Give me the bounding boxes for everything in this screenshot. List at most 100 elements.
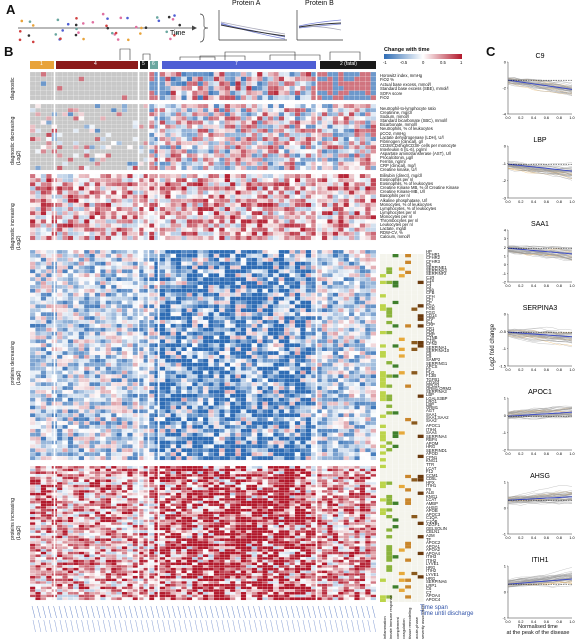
heatmap-cell bbox=[273, 351, 279, 356]
heatmap-cell bbox=[35, 281, 41, 286]
heatmap-cell bbox=[284, 389, 290, 395]
heatmap-cell bbox=[278, 85, 285, 91]
heatmap-cell bbox=[278, 378, 285, 383]
heatmap-cell bbox=[229, 339, 236, 344]
heatmap-cell bbox=[343, 362, 350, 367]
heatmap-cell bbox=[105, 173, 112, 179]
heatmap-cell bbox=[332, 253, 339, 258]
heatmap-cell bbox=[83, 165, 90, 171]
heatmap-cell bbox=[300, 120, 306, 125]
heatmap-cell bbox=[170, 292, 177, 297]
heatmap-cell bbox=[111, 165, 117, 171]
heatmap-cell bbox=[56, 358, 63, 363]
heatmap-cell bbox=[267, 120, 274, 125]
heatmap-cell bbox=[343, 358, 350, 363]
heatmap-cell bbox=[56, 269, 63, 274]
heatmap-cell bbox=[83, 284, 90, 290]
heatmap-cell bbox=[327, 347, 333, 352]
heatmap-cell bbox=[192, 261, 198, 266]
heatmap-cell bbox=[100, 389, 106, 395]
heatmap-cell bbox=[343, 378, 350, 383]
heatmap-cell bbox=[67, 227, 74, 232]
heatmap-cell bbox=[246, 120, 252, 125]
heatmap-cell bbox=[73, 288, 79, 293]
heatmap-cell bbox=[256, 323, 263, 328]
heatmap-cell bbox=[56, 165, 63, 171]
heatmap-cell bbox=[256, 327, 263, 332]
heatmap-cell bbox=[159, 165, 166, 171]
heatmap-cell bbox=[354, 85, 360, 91]
heatmap-cell bbox=[202, 300, 209, 305]
heatmap-cell bbox=[89, 370, 96, 375]
heatmap-cell bbox=[35, 323, 41, 328]
heatmap-cell bbox=[121, 211, 128, 216]
heatmap-cell bbox=[35, 296, 41, 301]
heatmap-cell bbox=[278, 161, 285, 166]
heatmap-cell bbox=[354, 288, 360, 293]
heatmap-cell bbox=[56, 116, 63, 121]
heatmap-cell bbox=[83, 382, 90, 387]
heatmap-cell bbox=[73, 378, 79, 383]
heatmap-cell bbox=[35, 284, 41, 290]
heatmap-cell bbox=[100, 331, 106, 336]
heatmap-cell bbox=[30, 292, 36, 297]
heatmap-cell bbox=[46, 103, 52, 109]
heatmap-cell bbox=[219, 202, 225, 208]
heatmap-cell bbox=[83, 269, 90, 274]
heatmap-cell bbox=[46, 249, 52, 255]
heatmap-cell bbox=[175, 288, 182, 293]
heatmap-cell bbox=[343, 186, 350, 191]
heatmap-cell bbox=[370, 296, 376, 301]
heatmap-cell bbox=[132, 316, 139, 321]
heatmap-cell bbox=[78, 120, 85, 125]
heatmap-cell bbox=[370, 277, 376, 282]
heatmap-cell bbox=[186, 112, 193, 117]
heatmap-cell bbox=[229, 284, 236, 290]
heatmap-cell bbox=[40, 300, 47, 305]
heatmap-cell bbox=[305, 358, 312, 363]
heatmap-cell bbox=[111, 161, 117, 166]
heatmap-cell bbox=[40, 378, 47, 383]
heatmap-cell bbox=[197, 362, 204, 367]
heatmap-cell bbox=[370, 219, 376, 224]
heatmap-cell bbox=[197, 161, 204, 166]
heatmap-cell bbox=[62, 347, 68, 352]
heatmap-cell bbox=[100, 141, 106, 146]
heatmap-cell bbox=[165, 269, 171, 274]
heatmap-cell bbox=[354, 235, 360, 241]
heatmap-cell bbox=[338, 103, 344, 109]
heatmap-cell bbox=[127, 382, 133, 387]
heatmap-cell bbox=[62, 161, 68, 166]
heatmap-cell bbox=[132, 339, 139, 344]
heatmap-cell bbox=[121, 112, 128, 117]
heatmap-cell bbox=[267, 128, 274, 133]
heatmap-cell bbox=[273, 343, 279, 348]
heatmap-cell bbox=[181, 206, 187, 212]
heatmap-cell bbox=[40, 157, 47, 162]
heatmap-cell bbox=[267, 165, 274, 171]
heatmap-cell bbox=[30, 331, 36, 336]
heatmap-cell bbox=[235, 339, 241, 344]
heatmap-cell bbox=[365, 277, 371, 282]
heatmap-cell bbox=[127, 370, 133, 375]
heatmap-cell bbox=[35, 257, 41, 262]
heatmap-cell bbox=[132, 165, 139, 171]
heatmap-cell bbox=[327, 288, 333, 293]
heatmap-cell bbox=[267, 296, 274, 301]
heatmap-cell bbox=[219, 319, 225, 325]
heatmap-cell bbox=[35, 339, 41, 344]
heatmap-cell bbox=[370, 211, 376, 216]
heatmap-cell bbox=[159, 227, 166, 232]
heatmap-cell bbox=[354, 231, 360, 236]
heatmap-cell bbox=[300, 261, 306, 266]
heatmap-cell bbox=[159, 120, 166, 125]
heatmap-cell bbox=[165, 85, 171, 91]
heatmap-cell bbox=[170, 319, 177, 325]
heatmap-cell bbox=[170, 215, 177, 220]
heatmap-cell bbox=[294, 351, 301, 356]
heatmap-cell bbox=[251, 231, 258, 236]
heatmap-cell bbox=[67, 190, 74, 195]
heatmap-cell bbox=[40, 304, 47, 309]
heatmap-cell bbox=[240, 120, 247, 125]
heatmap-cell bbox=[267, 72, 274, 77]
